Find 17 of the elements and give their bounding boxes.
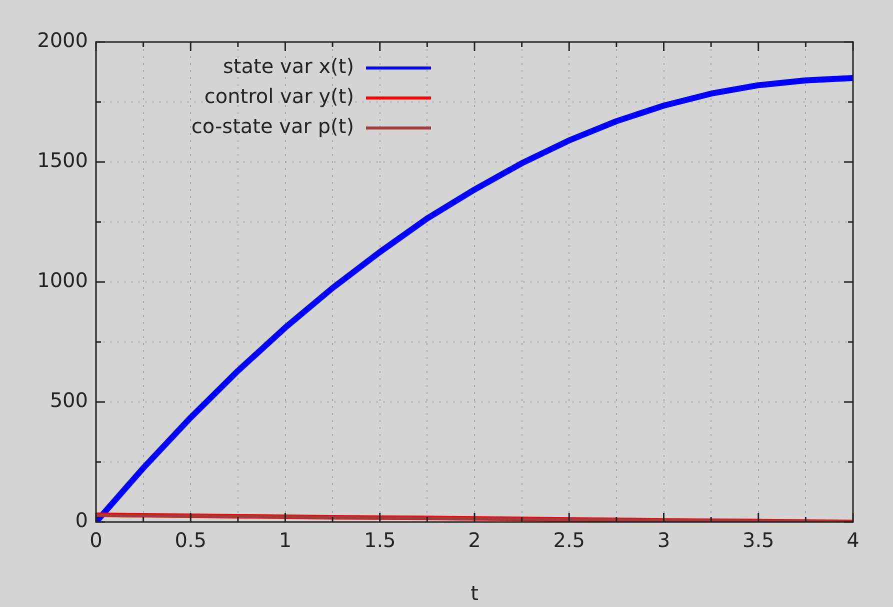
x-tick-label: 1.5 [364, 528, 396, 552]
y-tick-label: 500 [50, 388, 88, 412]
legend-label: state var x(t) [223, 54, 354, 78]
y-tick-label: 0 [75, 508, 88, 532]
y-tick-label: 2000 [37, 28, 88, 52]
x-tick-label: 4 [846, 528, 860, 552]
x-tick-label: 0.5 [174, 528, 207, 552]
x-axis-title: t [470, 581, 479, 606]
x-tick-label: 1 [278, 528, 292, 552]
x-tick-label: 2 [468, 528, 481, 552]
y-tick-label: 1000 [37, 268, 88, 292]
x-tick-label: 2.5 [553, 528, 586, 552]
x-tick-label: 3.5 [742, 528, 774, 552]
x-tick-label: 3 [657, 528, 670, 552]
y-tick-label: 1500 [37, 148, 88, 172]
legend-label: control var y(t) [204, 84, 354, 108]
legend-label: co-state var p(t) [191, 114, 354, 138]
